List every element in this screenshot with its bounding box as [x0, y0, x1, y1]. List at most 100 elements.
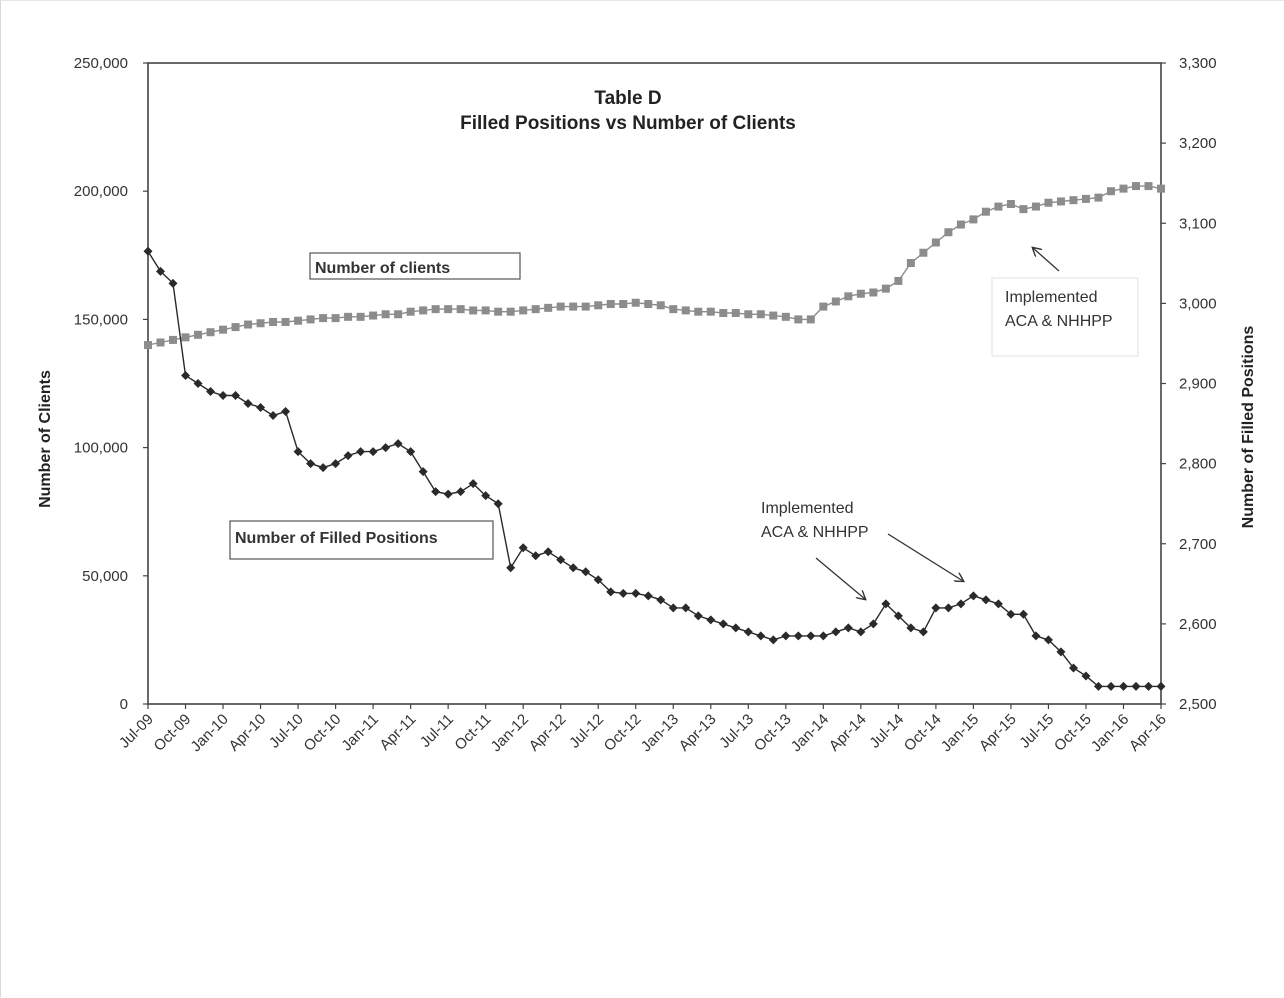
positions-data-point — [481, 491, 491, 501]
clients-data-point — [794, 315, 803, 324]
clients-data-point — [869, 288, 878, 297]
clients-data-point — [181, 333, 190, 342]
clients-data-point — [831, 297, 840, 306]
clients-data-point — [1144, 182, 1153, 191]
clients-data-point — [706, 307, 715, 316]
x-tick-label: Jan-10 — [187, 711, 231, 755]
clients-data-point — [419, 306, 428, 315]
y-right-tick-label: 3,300 — [1179, 55, 1217, 72]
positions-data-point — [206, 387, 216, 397]
x-tick-label: Oct-12 — [601, 711, 645, 755]
x-tick-label: Jul-10 — [266, 711, 307, 752]
clients-data-point — [981, 207, 990, 216]
x-tick-label: Jan-15 — [938, 711, 982, 755]
y-left-tick-label: 100,000 — [74, 440, 128, 457]
positions-data-point — [143, 246, 153, 256]
clients-data-point — [469, 306, 478, 315]
positions-data-point — [643, 591, 653, 601]
positions-data-point — [556, 555, 566, 565]
clients-data-point — [144, 341, 152, 350]
clients-data-point — [394, 310, 403, 319]
positions-data-point — [793, 631, 803, 641]
clients-data-point — [969, 215, 978, 224]
legend-box-positions-label: Number of Filled Positions — [235, 530, 438, 547]
x-tick-label: Jan-12 — [488, 711, 532, 755]
x-tick-label: Apr-14 — [826, 711, 870, 755]
positions-data-point — [418, 467, 428, 477]
clients-data-point — [294, 316, 303, 325]
clients-data-point — [306, 315, 315, 324]
annotation-lower-arrow-right — [887, 533, 963, 581]
clients-data-point — [481, 306, 490, 315]
positions-data-point — [706, 615, 716, 625]
positions-data-point — [1106, 681, 1116, 691]
clients-data-point — [669, 305, 678, 314]
positions-data-point — [981, 595, 991, 605]
annotation-lower-line1: Implemented — [761, 500, 854, 517]
chart-subtitle: Filled Positions vs Number of Clients — [460, 113, 796, 134]
clients-data-point — [456, 305, 465, 314]
positions-data-point — [656, 595, 666, 605]
y-right-tick-label: 3,200 — [1179, 135, 1217, 152]
annotation-upper-line1: Implemented — [1005, 289, 1098, 306]
positions-data-point — [506, 563, 516, 573]
positions-data-point — [368, 447, 378, 457]
clients-data-point — [656, 301, 665, 310]
positions-data-point — [356, 447, 366, 457]
positions-data-point — [493, 499, 503, 509]
positions-data-point — [631, 588, 641, 598]
positions-data-point — [381, 443, 391, 453]
positions-data-point — [1043, 635, 1053, 645]
clients-data-point — [169, 335, 178, 344]
clients-data-point — [931, 238, 940, 247]
clients-data-point — [731, 308, 740, 317]
x-tick-label: Apr-12 — [526, 711, 570, 755]
positions-data-point — [468, 479, 478, 489]
positions-data-point — [343, 451, 353, 461]
positions-data-point — [968, 591, 978, 601]
clients-data-point — [1019, 205, 1028, 214]
clients-data-point — [444, 305, 453, 314]
positions-data-point — [331, 459, 341, 469]
legend-box-clients-label: Number of clients — [315, 260, 450, 277]
y-left-tick-label: 0 — [120, 696, 128, 713]
x-tick-label: Jul-09 — [116, 711, 157, 752]
positions-data-point — [606, 587, 616, 597]
positions-data-point — [618, 588, 628, 598]
clients-data-point — [1131, 182, 1140, 191]
annotation-lower-line2: ACA & NHHPP — [761, 524, 869, 541]
y-right-tick-label: 2,600 — [1179, 616, 1217, 633]
x-tick-label: Jul-11 — [417, 711, 457, 751]
series-layer — [143, 182, 1166, 691]
annotation-upper-line2: ACA & NHHPP — [1005, 313, 1113, 330]
positions-data-point — [168, 278, 178, 288]
positions-series-line — [147, 250, 1161, 688]
clients-data-point — [619, 300, 628, 309]
chart-title: Table D — [594, 88, 661, 109]
positions-data-point — [831, 627, 841, 637]
clients-data-point — [281, 317, 290, 326]
clients-data-point — [681, 306, 690, 315]
clients-data-point — [344, 312, 353, 321]
clients-data-point — [244, 320, 253, 329]
positions-data-point — [1056, 647, 1066, 657]
clients-data-point — [1056, 197, 1065, 206]
clients-data-point — [1106, 187, 1115, 196]
clients-data-point — [319, 314, 328, 323]
clients-data-point — [744, 310, 753, 319]
x-tick-label: Oct-11 — [451, 711, 494, 754]
clients-data-point — [894, 276, 903, 285]
clients-data-point — [356, 312, 365, 321]
x-tick-label: Apr-13 — [676, 711, 720, 755]
positions-data-point — [406, 447, 416, 457]
clients-data-point — [206, 328, 215, 337]
positions-data-point — [993, 599, 1003, 609]
clients-data-point — [556, 302, 565, 311]
clients-data-point — [494, 307, 503, 316]
positions-data-point — [293, 447, 303, 457]
clients-data-point — [506, 307, 515, 316]
clients-data-point — [1044, 198, 1053, 207]
x-tick-label: Apr-16 — [1126, 711, 1170, 755]
x-tick-label: Oct-09 — [150, 711, 194, 755]
